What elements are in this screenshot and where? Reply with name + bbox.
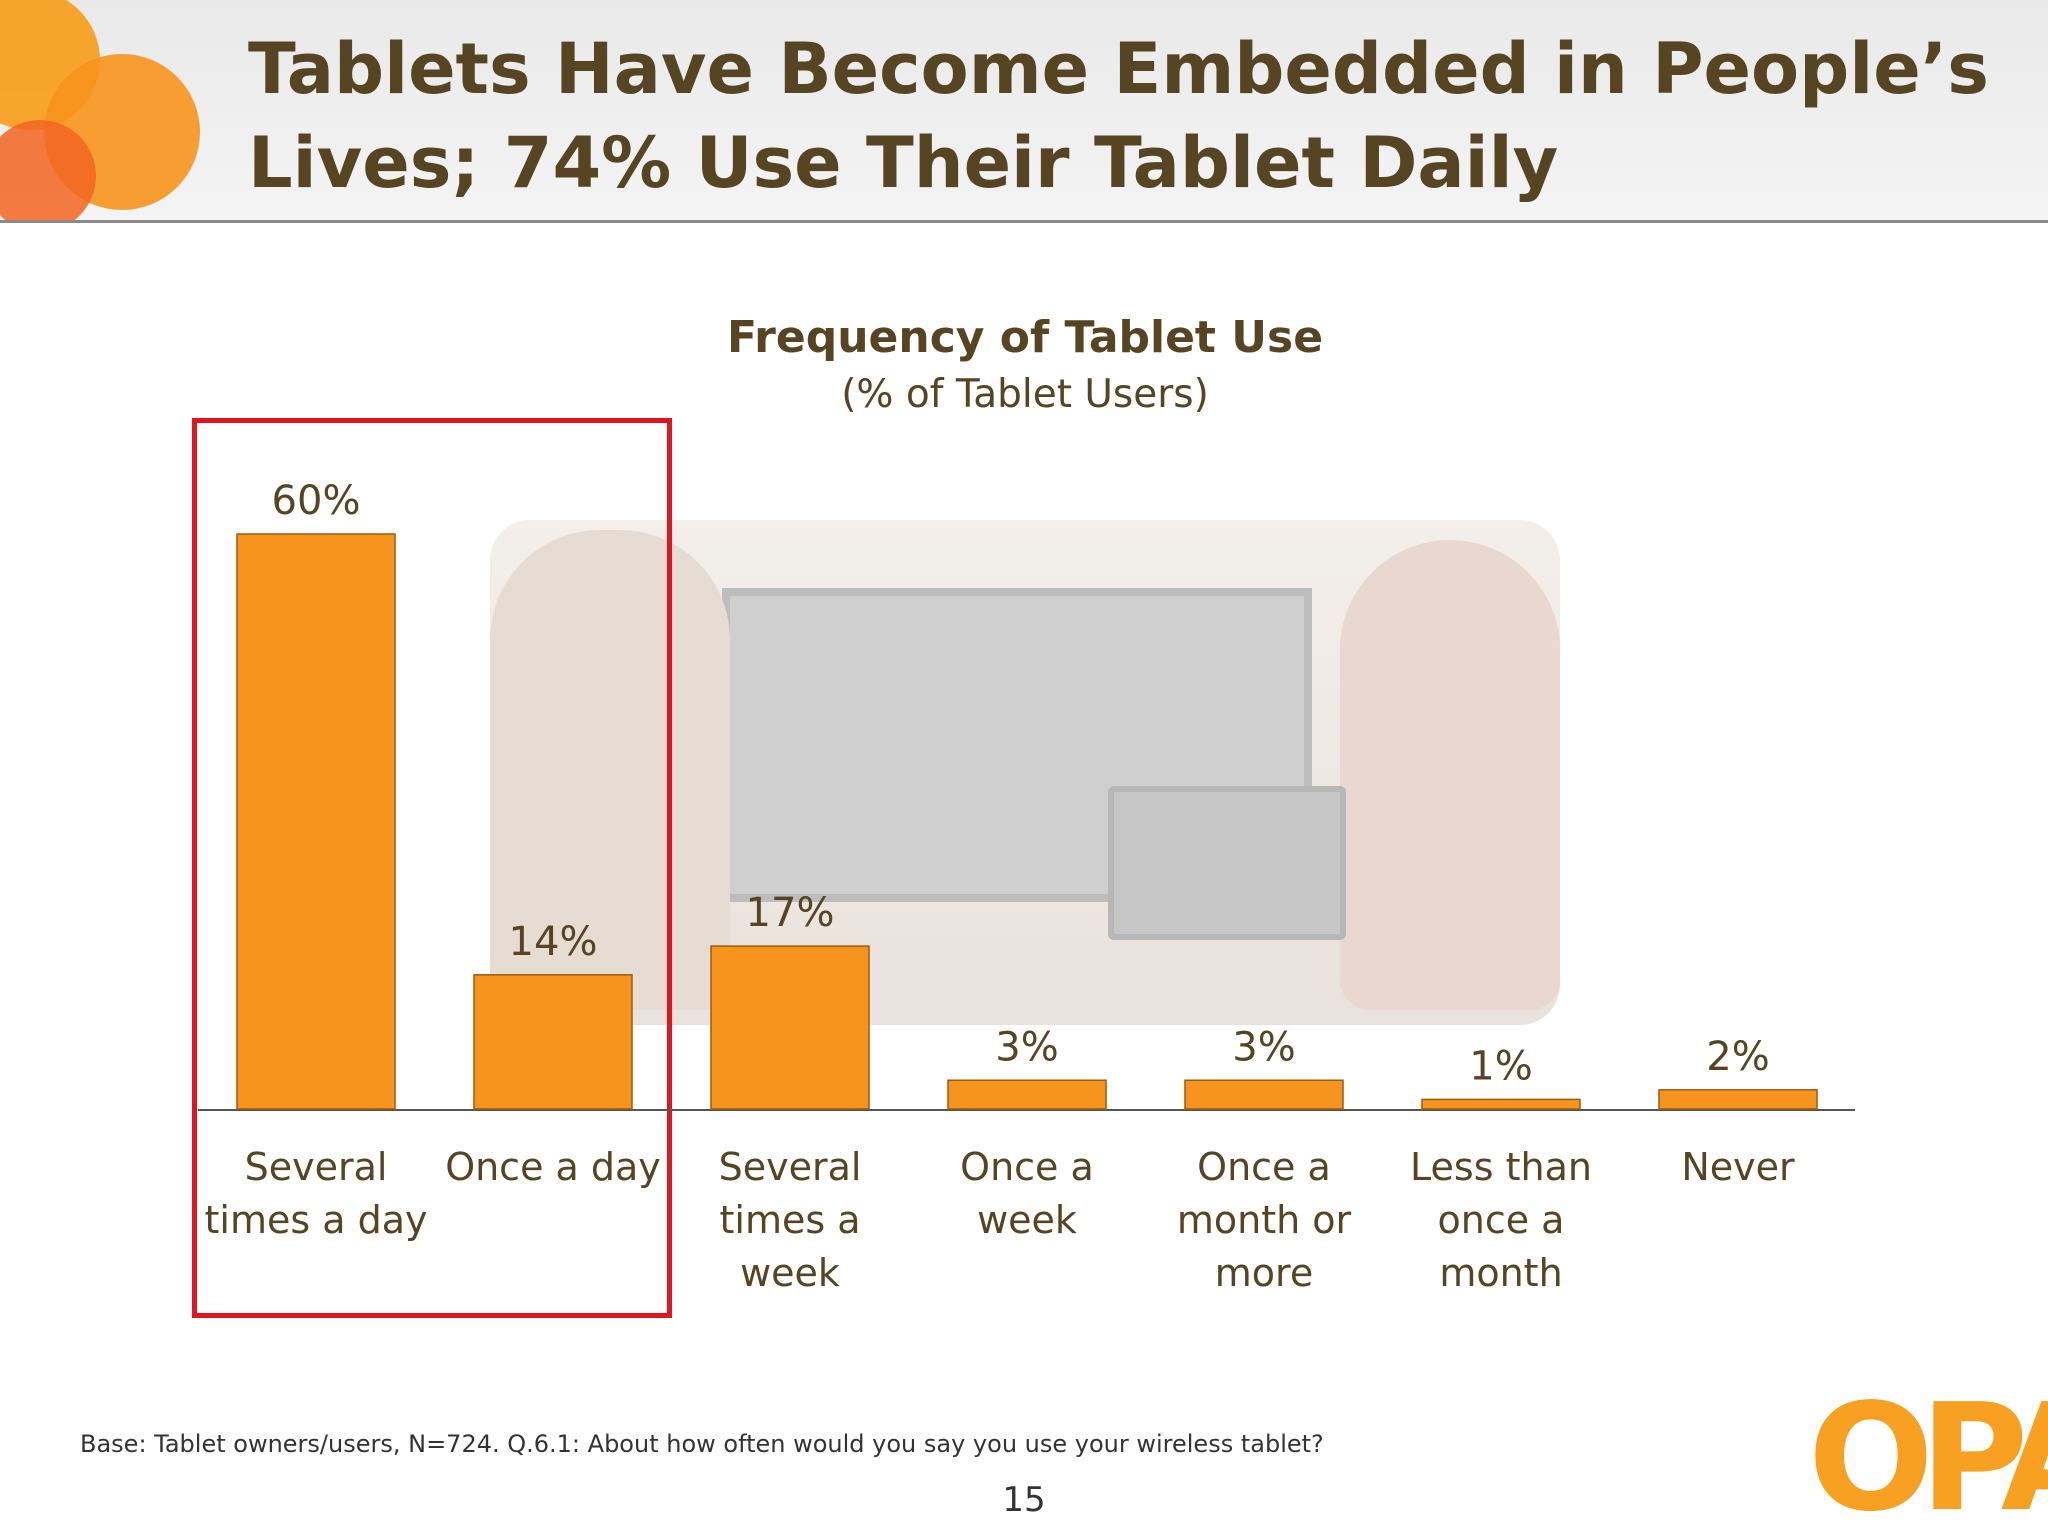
category-label-0: Several times a day: [205, 1145, 428, 1242]
category-label-3: Once a week: [960, 1145, 1094, 1242]
data-label-1: 14%: [509, 919, 598, 965]
chart-title: Frequency of Tablet Use: [726, 312, 1324, 363]
bar-3: [947, 1079, 1107, 1110]
chart-subtitle: (% of Tablet Users): [841, 372, 1209, 417]
page-number: 15: [1002, 1480, 1046, 1520]
background-person-right: [1340, 540, 1560, 1010]
slide-title: Tablets Have Become Embedded in People’s…: [248, 22, 2008, 210]
category-label-5: Less than once a month: [1410, 1145, 1592, 1295]
brand-circles-logo: [0, 0, 200, 220]
bar-5: [1421, 1098, 1581, 1110]
category-label-4: Once a month or more: [1177, 1145, 1352, 1295]
bar-6: [1658, 1089, 1818, 1110]
background-tablet: [1108, 786, 1346, 940]
bar-1: [473, 974, 633, 1110]
bar-4: [1184, 1079, 1344, 1110]
slide-title-line-2: Lives; 74% Use Their Tablet Daily: [248, 122, 1559, 204]
opa-logo: OPA: [1808, 1372, 2048, 1536]
data-label-4: 3%: [1232, 1024, 1295, 1070]
data-label-0: 60%: [272, 478, 361, 524]
slide-title-line-1: Tablets Have Become Embedded in People’s: [248, 28, 1989, 110]
bar-0: [236, 533, 396, 1110]
background-person-left: [490, 530, 730, 1010]
header-band: [0, 0, 2048, 223]
data-label-6: 2%: [1706, 1034, 1769, 1080]
data-label-3: 3%: [995, 1024, 1058, 1070]
bar-2: [710, 945, 870, 1110]
category-label-6: Never: [1681, 1145, 1795, 1189]
data-label-2: 17%: [746, 890, 835, 936]
highlight-box: [192, 418, 672, 1318]
category-label-1: Once a day: [445, 1145, 661, 1189]
category-label-2: Several times a week: [719, 1145, 862, 1295]
data-label-5: 1%: [1469, 1043, 1532, 1089]
footnote: Base: Tablet owners/users, N=724. Q.6.1:…: [80, 1430, 1324, 1458]
